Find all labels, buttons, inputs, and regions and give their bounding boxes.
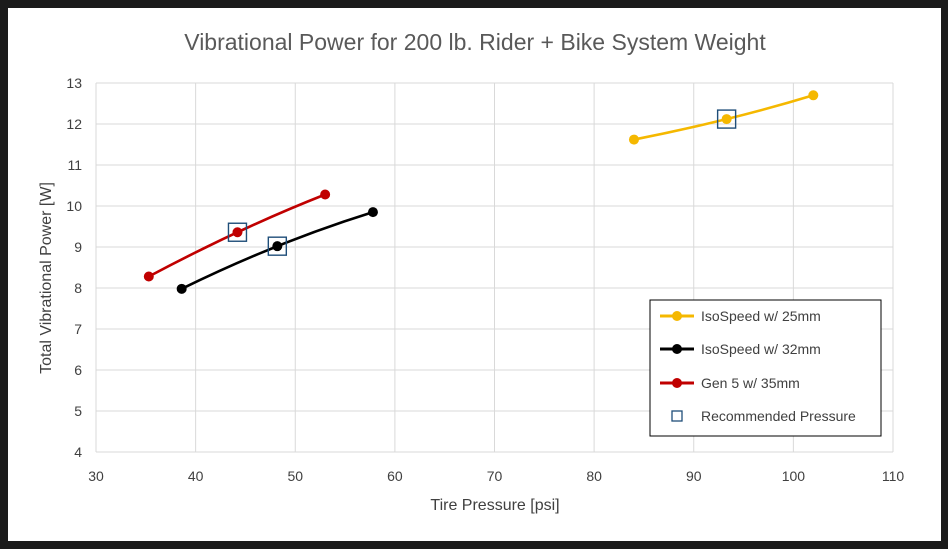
recommended-pressure-marker — [267, 236, 288, 256]
recommended-pressure-marker — [716, 109, 737, 129]
legend-entry-isospeed-25mm: IsoSpeed w/ 25mm — [660, 308, 821, 324]
x-tick-label: 60 — [387, 468, 403, 484]
chart-title: Vibrational Power for 200 lb. Rider + Bi… — [184, 29, 766, 55]
axes: 30 40 50 60 70 80 90 100 110 4 5 6 7 8 9 10 11 12 13 — [66, 75, 904, 484]
y-tick-label: 4 — [74, 444, 82, 460]
data-point — [628, 134, 639, 145]
legend-box — [649, 299, 882, 437]
legend-entry-recommended-pressure: Recommended Pressure — [671, 408, 856, 424]
chart-frame: 30 40 50 60 70 80 90 100 110 4 5 6 7 8 9 10 11 12 13 Vibra… — [8, 8, 941, 541]
x-tick-label: 30 — [88, 468, 104, 484]
y-tick-label: 8 — [74, 280, 82, 296]
y-tick-label: 6 — [74, 362, 82, 378]
y-tick-label: 11 — [67, 157, 82, 173]
y-tick-label: 5 — [74, 403, 82, 419]
data-point — [143, 271, 154, 282]
legend-label: IsoSpeed w/ 32mm — [701, 341, 821, 357]
data-point — [367, 207, 378, 218]
series-0 — [628, 90, 819, 145]
legend-label: Gen 5 w/ 35mm — [701, 375, 800, 391]
data-point — [808, 90, 819, 101]
recommended-markers — [227, 109, 737, 256]
recommended-pressure-marker — [227, 222, 248, 242]
x-tick-label: 70 — [487, 468, 503, 484]
x-axis-label: Tire Pressure [psi] — [430, 497, 559, 514]
data-point — [272, 241, 283, 252]
data-point — [320, 189, 331, 200]
legend-swatch-marker — [672, 344, 682, 354]
legend-swatch-marker — [672, 311, 682, 321]
y-tick-label: 7 — [74, 321, 82, 337]
legend-swatch-square — [671, 410, 683, 422]
y-tick-label: 13 — [66, 75, 82, 91]
legend-entry-gen5-35mm: Gen 5 w/ 35mm — [660, 375, 800, 391]
data-point — [176, 283, 187, 294]
legend-label: Recommended Pressure — [701, 408, 856, 424]
legend-entry-isospeed-32mm: IsoSpeed w/ 32mm — [660, 341, 821, 357]
series-1 — [176, 207, 378, 294]
legend-label: IsoSpeed w/ 25mm — [701, 308, 821, 324]
x-tick-label: 90 — [686, 468, 702, 484]
x-tick-label: 50 — [287, 468, 303, 484]
x-tick-label: 110 — [882, 468, 905, 484]
y-tick-label: 10 — [66, 198, 82, 214]
y-axis-label: Total Vibrational Power [W] — [38, 182, 55, 374]
x-tick-label: 40 — [188, 468, 204, 484]
x-tick-label: 80 — [586, 468, 602, 484]
vibrational-power-chart: 30 40 50 60 70 80 90 100 110 4 5 6 7 8 9 10 11 12 13 Vibra… — [38, 29, 904, 514]
legend-swatch-marker — [672, 378, 682, 388]
y-tick-label: 12 — [66, 116, 82, 132]
x-tick-label: 100 — [782, 468, 806, 484]
y-tick-label: 9 — [74, 239, 82, 255]
data-point — [232, 227, 243, 238]
series-layer — [143, 90, 819, 294]
data-point — [721, 114, 732, 125]
series-2 — [143, 189, 331, 282]
legend: IsoSpeed w/ 25mm IsoSpeed w/ 32mm Gen 5 … — [649, 299, 882, 437]
